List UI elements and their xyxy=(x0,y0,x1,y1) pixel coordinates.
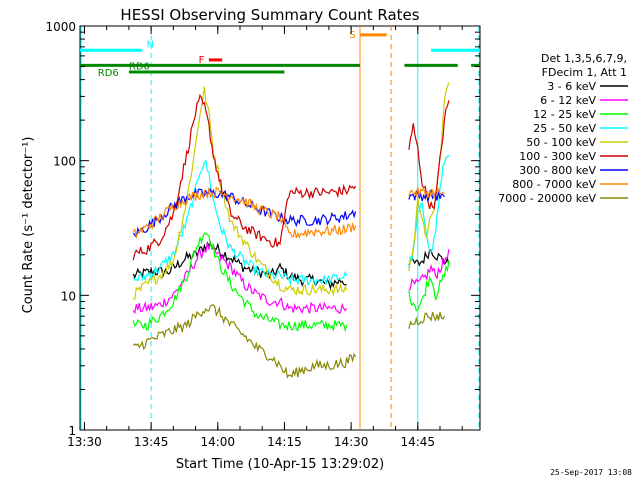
series-2 xyxy=(132,241,450,315)
x-tick-label: 14:45 xyxy=(400,435,435,449)
x-tick-label: 14:30 xyxy=(334,435,369,449)
legend-entry-label: 6 - 12 keV xyxy=(540,94,596,107)
series-layer xyxy=(132,82,450,379)
tick-layer: 13:30 13:45 14:00 14:15 14:30 14:45 1 10 100 1000 xyxy=(45,20,480,449)
chart-title: HESSI Observing Summary Count Rates xyxy=(120,6,419,24)
flag-label-rd6: RD6 xyxy=(98,68,119,79)
series-line xyxy=(408,260,450,312)
y-tick-label: 1 xyxy=(68,424,76,438)
series-line xyxy=(408,100,450,210)
x-axis-label: Start Time (10-Apr-15 13:29:02) xyxy=(176,457,384,472)
legend: Det 1,3,5,6,7,9,FDecim 1, Att 13 - 6 keV… xyxy=(498,52,628,205)
series-line xyxy=(408,188,445,202)
vline-layer xyxy=(80,26,480,430)
series-line xyxy=(408,311,445,330)
flag-label-f: F xyxy=(199,55,205,66)
series-line xyxy=(408,82,450,272)
series-3 xyxy=(132,232,450,333)
series-line xyxy=(408,249,450,291)
series-8 xyxy=(132,186,445,239)
footer-date: 25-Sep-2017 13:08 xyxy=(550,468,632,477)
flag-layer: N F S RD0 RD6 xyxy=(80,30,480,79)
x-tick-label: 13:30 xyxy=(67,435,102,449)
series-line xyxy=(408,186,445,199)
series-line xyxy=(408,249,450,267)
legend-entry-label: 50 - 100 keV xyxy=(526,136,596,149)
series-line xyxy=(132,93,357,261)
series-line xyxy=(132,304,357,379)
legend-entry-label: 7000 - 20000 keV xyxy=(498,192,596,205)
legend-entry-label: 300 - 800 keV xyxy=(519,164,596,177)
series-6 xyxy=(132,93,450,261)
series-line xyxy=(132,186,357,239)
series-line xyxy=(132,159,348,287)
flag-label-n: N xyxy=(147,39,154,50)
y-tick-label: 10 xyxy=(61,289,76,303)
legend-entry-label: 12 - 25 keV xyxy=(533,108,596,121)
plot-frame xyxy=(79,25,481,431)
y-tick-label: 1000 xyxy=(45,20,76,34)
series-5 xyxy=(132,82,450,301)
series-line xyxy=(132,232,348,333)
y-tick-label: 100 xyxy=(53,155,76,169)
x-tick-label: 13:45 xyxy=(134,435,169,449)
legend-entry-label: 100 - 300 keV xyxy=(519,150,596,163)
flag-label-rd0: RD0 xyxy=(129,61,150,72)
y-axis-label: Count Rate (s⁻¹ detector⁻¹) xyxy=(21,137,36,314)
x-tick-label: 14:15 xyxy=(267,435,302,449)
legend-header: FDecim 1, Att 1 xyxy=(542,66,627,79)
series-9 xyxy=(132,304,445,379)
series-line xyxy=(132,86,348,301)
legend-header: Det 1,3,5,6,7,9, xyxy=(541,52,627,65)
legend-entry-label: 800 - 7000 keV xyxy=(512,178,596,191)
legend-entry-label: 3 - 6 keV xyxy=(547,80,596,93)
x-tick-label: 14:00 xyxy=(200,435,235,449)
flag-label-s: S xyxy=(349,30,355,41)
series-line xyxy=(132,241,348,315)
legend-entry-label: 25 - 50 keV xyxy=(533,122,596,135)
series-line xyxy=(132,187,357,239)
